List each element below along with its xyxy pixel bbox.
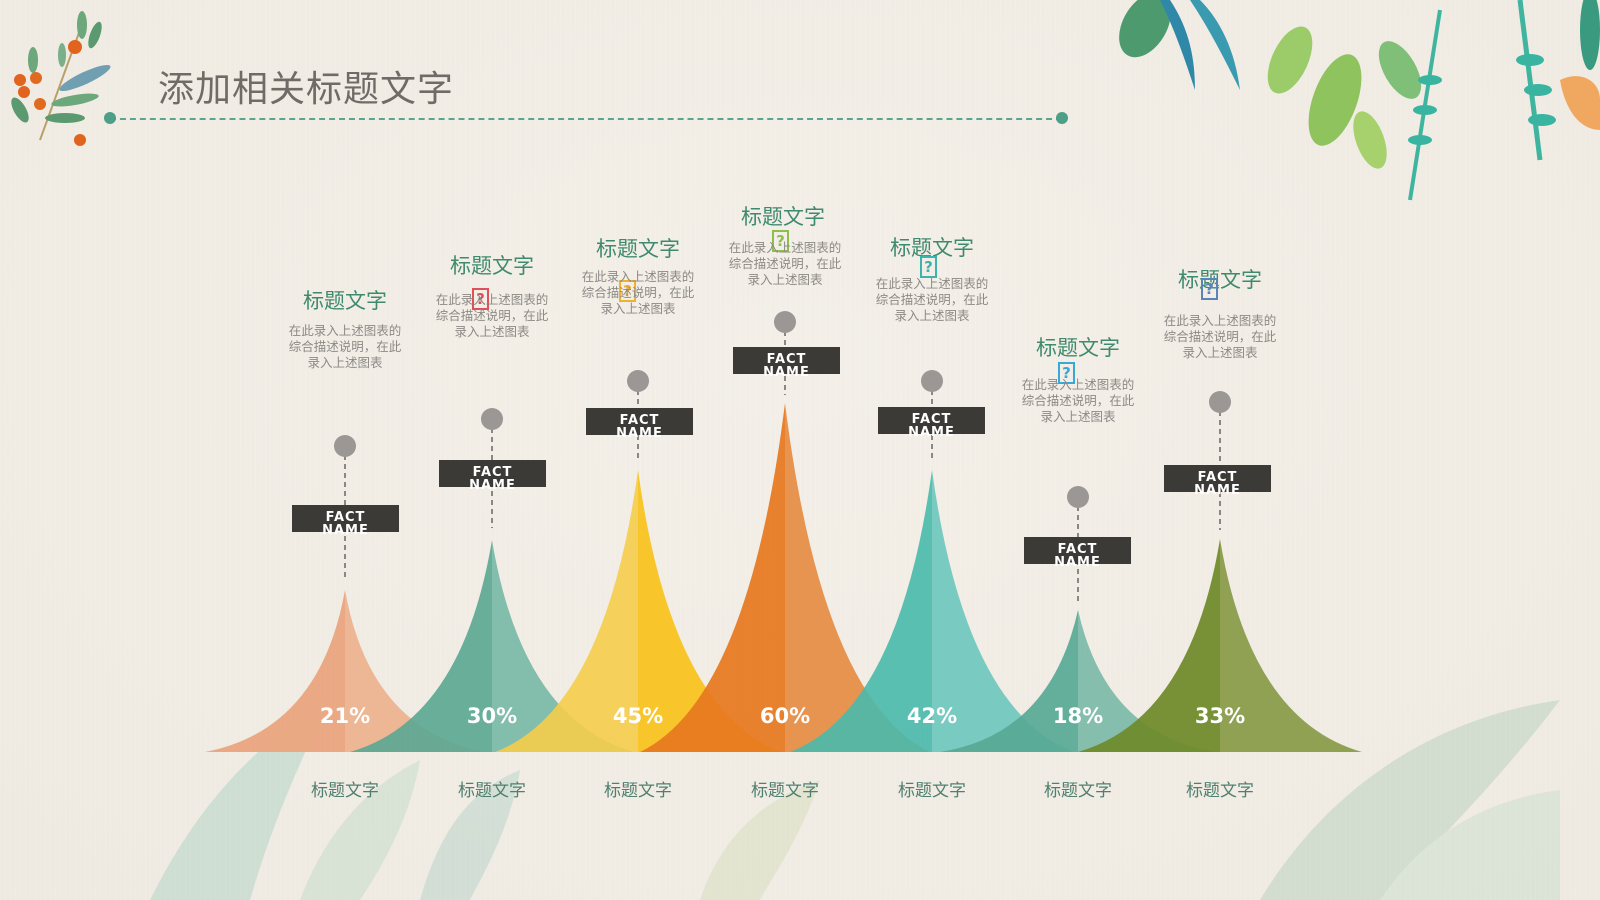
fact-line-2: NAME	[1054, 555, 1101, 570]
peak-33	[1078, 539, 1362, 752]
item-6-title: 标题文字	[1036, 336, 1120, 360]
item-6-desc-line: 录入上述图表	[1040, 409, 1116, 424]
divider-dot-right	[1056, 112, 1068, 124]
item-6-desc-line: 综合描述说明，在此	[1021, 393, 1135, 408]
item-1-percent: 21%	[319, 704, 371, 728]
item-3-desc-line: 综合描述说明，在此	[581, 285, 695, 300]
item-2-desc: 在此录入上述图表的 综合描述说明，在此 录入上述图表	[427, 292, 557, 340]
missing-image-icon: ?	[1201, 278, 1218, 300]
missing-image-icon: ?	[772, 230, 789, 252]
fact-line-1: FACT	[325, 510, 366, 525]
item-1-category: 标题文字	[311, 781, 379, 801]
item-5-desc-line: 在此录入上述图表的	[875, 276, 989, 291]
fact-line-2: NAME	[469, 478, 516, 493]
item-6-desc-line: 在此录入上述图表的	[1021, 377, 1135, 392]
item-7-desc: 在此录入上述图表的 综合描述说明，在此 录入上述图表	[1155, 313, 1285, 361]
item-2-fact-label: FACT NAME	[439, 460, 546, 493]
item-5-desc-line: 综合描述说明，在此	[875, 292, 989, 307]
page-title: 添加相关标题文字	[158, 69, 455, 110]
item-7-desc-line: 在此录入上述图表的	[1163, 313, 1277, 328]
item-1-fact-label: FACT NAME	[292, 505, 399, 538]
item-7-percent: 33%	[1194, 704, 1246, 728]
foliage-corner-decoration	[1119, 0, 1600, 201]
fact-line-2: NAME	[322, 523, 369, 538]
fact-line-1: FACT	[619, 413, 660, 428]
item-2-desc-line: 综合描述说明，在此	[435, 308, 549, 323]
item-2-percent: 30%	[466, 704, 518, 728]
title-divider	[110, 118, 1062, 120]
item-1-title: 标题文字	[303, 289, 387, 313]
fact-line-2: NAME	[1194, 483, 1241, 498]
item-4-desc-line: 录入上述图表	[747, 272, 823, 287]
item-7-desc-line: 录入上述图表	[1182, 345, 1258, 360]
fact-line-2: NAME	[616, 426, 663, 441]
fact-line-2: NAME	[908, 425, 955, 440]
missing-image-icon: ?	[619, 280, 636, 302]
fact-line-2: NAME	[763, 365, 810, 380]
item-6-fact-label: FACT NAME	[1024, 537, 1131, 570]
item-2-desc-line: 录入上述图表	[454, 324, 530, 339]
item-4-percent: 60%	[759, 704, 811, 728]
item-1-desc-line: 在此录入上述图表的	[288, 323, 402, 338]
item-3-percent: 45%	[612, 704, 664, 728]
item-7-fact-label: FACT NAME	[1164, 465, 1271, 498]
connector-dots	[334, 311, 1231, 508]
fact-line-1: FACT	[911, 412, 952, 427]
item-2-desc-line: 在此录入上述图表的	[435, 292, 549, 307]
item-3-desc-line: 在此录入上述图表的	[581, 269, 695, 284]
item-3-title: 标题文字	[596, 237, 680, 261]
item-1-desc-line: 录入上述图表	[307, 355, 383, 370]
item-6-category: 标题文字	[1044, 781, 1112, 801]
item-4-desc-line: 综合描述说明，在此	[728, 256, 842, 271]
item-3-desc-line: 录入上述图表	[600, 301, 676, 316]
fact-line-1: FACT	[472, 465, 513, 480]
peak-21	[205, 590, 485, 752]
item-5-desc: 在此录入上述图表的 综合描述说明，在此 录入上述图表	[867, 276, 997, 324]
item-3-desc: 在此录入上述图表的 综合描述说明，在此 录入上述图表	[573, 269, 703, 317]
item-5-fact-label: FACT NAME	[878, 407, 985, 440]
item-6-percent: 18%	[1052, 704, 1104, 728]
item-4-category: 标题文字	[751, 781, 819, 801]
item-3-fact-label: FACT NAME	[586, 408, 693, 441]
item-2-title: 标题文字	[450, 254, 534, 278]
item-5-category: 标题文字	[898, 781, 966, 801]
item-4-desc: 在此录入上述图表的 综合描述说明，在此 录入上述图表	[720, 240, 850, 288]
divider-dot-left	[104, 112, 116, 124]
item-5-percent: 42%	[906, 704, 958, 728]
item-5-desc-line: 录入上述图表	[894, 308, 970, 323]
item-6-desc: 在此录入上述图表的 综合描述说明，在此 录入上述图表	[1013, 377, 1143, 425]
item-4-title: 标题文字	[741, 205, 825, 229]
fact-line-1: FACT	[766, 352, 807, 367]
item-2-category: 标题文字	[458, 781, 526, 801]
peak-45	[495, 470, 781, 752]
item-1-desc: 在此录入上述图表的 综合描述说明，在此 录入上述图表	[280, 323, 410, 371]
fact-line-1: FACT	[1197, 470, 1238, 485]
item-3-category: 标题文字	[604, 781, 672, 801]
missing-image-icon: ?	[472, 288, 489, 310]
item-4-fact-label: FACT NAME	[733, 347, 840, 380]
item-4-desc-line: 在此录入上述图表的	[728, 240, 842, 255]
peak-60	[640, 403, 930, 752]
item-7-category: 标题文字	[1186, 781, 1254, 801]
item-7-desc-line: 综合描述说明，在此	[1163, 329, 1277, 344]
fact-line-1: FACT	[1057, 542, 1098, 557]
item-7-title: 标题文字	[1178, 268, 1262, 292]
peak-18	[940, 610, 1216, 752]
item-1-desc-line: 综合描述说明，在此	[288, 339, 402, 354]
peak-30	[350, 540, 634, 752]
missing-image-icon: ?	[920, 256, 937, 278]
peak-42	[790, 470, 1074, 752]
missing-image-icon: ?	[1058, 362, 1075, 384]
floral-corner-decoration	[11, 11, 111, 146]
